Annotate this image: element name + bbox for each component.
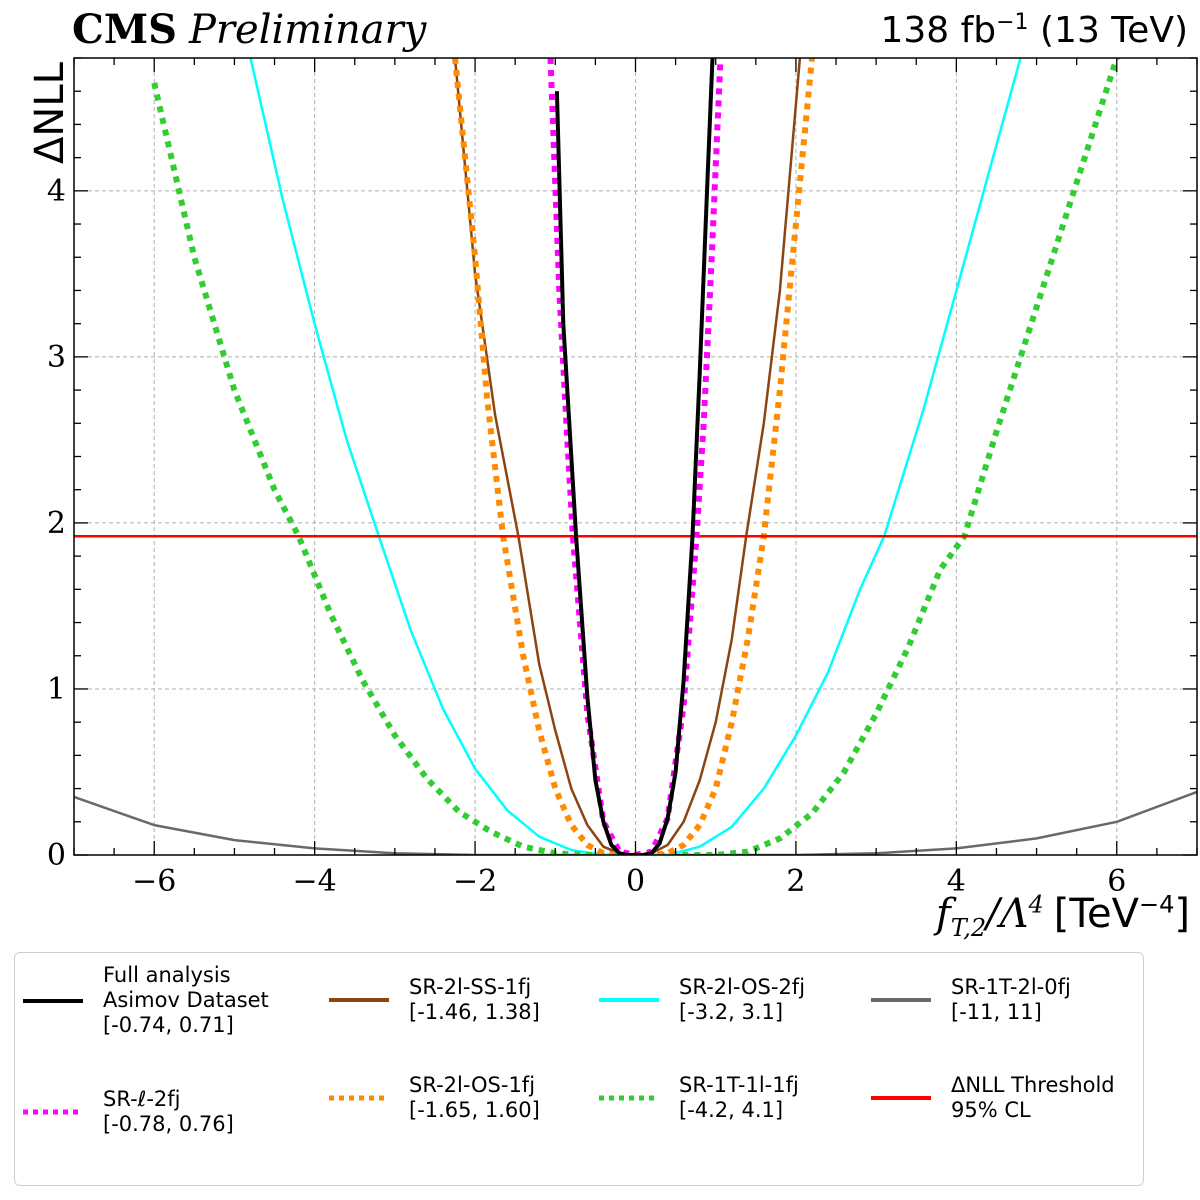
legend-swatch [871,998,931,1002]
y-axis-label: ΔNLL [27,62,73,164]
legend-label: SR-1T-2l-0fj [951,975,1071,999]
status-label: Preliminary [189,7,427,53]
legend-label: SR-ℓ-2fj [103,1087,181,1111]
lumi-label: 138 fb−1 (13 TeV) [880,10,1188,51]
legend-interval: [-4.2, 4.1] [679,1098,784,1122]
legend-item-full-analysis: Full analysis Asimov Dataset [-0.74, 0.71] [23,963,269,1038]
lumi-value: 138 fb [880,10,997,51]
x-tick-label: −6 [132,864,176,899]
legend-swatch [599,998,659,1002]
cms-label: CMS Preliminary [72,6,426,53]
legend-item-sr-l-2fj: SR-ℓ-2fj [-0.78, 0.76] [23,1087,234,1137]
legend-item-sr-1t-1l-1fj: SR-1T-1l-1fj [-4.2, 4.1] [599,1073,799,1123]
x-tick-label: 6 [1107,864,1126,899]
y-tick-label: 2 [47,506,66,541]
legend-item-sr-1t-2l-0fj: SR-1T-2l-0fj [-11, 11] [871,975,1071,1025]
legend-interval: [-11, 11] [951,1000,1042,1024]
x-label-mid: /Λ [986,891,1029,937]
lumi-exponent: −1 [996,10,1029,35]
legend-item-sr-2l-ss-1fj: SR-2l-SS-1fj [-1.46, 1.38] [329,975,540,1025]
x-label-unit: [TeV [1053,891,1139,937]
series-line-3 [452,58,815,855]
legend-swatch [599,1095,659,1101]
y-tick-label: 4 [47,174,66,209]
x-tick-label: 4 [947,864,966,899]
legend-interval: [-3.2, 3.1] [679,1000,784,1024]
series-line-5 [151,58,1120,855]
legend-item-sr-2l-os-2fj: SR-2l-OS-2fj [-3.2, 3.1] [599,975,805,1025]
y-tick-label: 1 [47,672,66,707]
x-label-sub: T,2 [950,914,987,942]
grid [74,58,1197,856]
series-line-2 [453,58,802,855]
x-label-symbol: f [935,891,951,937]
series-line-1 [547,58,724,855]
legend-label: SR-2l-OS-2fj [679,975,806,999]
x-tick-label: 0 [626,864,645,899]
legend-interval: [-1.65, 1.60] [409,1098,540,1122]
legend-item-threshold: ΔNLL Threshold 95% CL [871,1073,1115,1123]
x-label-unit-end: ] [1174,891,1190,937]
series-line-6 [74,790,1197,855]
legend-swatch [871,1096,931,1100]
tick-labels: −6 −4 −2 0 2 4 6 0 1 2 3 4 [47,174,1126,899]
legend-swatch [329,998,389,1002]
y-tick-label: 0 [47,838,66,873]
experiment-name: CMS [72,6,177,53]
x-tick-label: −4 [293,864,337,899]
legend-label-2: Asimov Dataset [103,988,269,1012]
legend-label: SR-1T-1l-1fj [679,1073,799,1097]
legend-label: ΔNLL Threshold [951,1073,1115,1097]
x-tick-label: 2 [786,864,805,899]
legend-label: SR-2l-OS-1fj [409,1073,536,1097]
y-tick-label: 3 [47,340,66,375]
series-line-0 [554,58,715,855]
x-tick-label: −2 [453,864,497,899]
legend-swatch [23,1109,83,1115]
legend-interval: [-0.74, 0.71] [103,1013,234,1037]
legend-label-2: 95% CL [951,1098,1031,1122]
legend-label: SR-2l-SS-1fj [409,975,532,999]
energy-label: (13 TeV) [1028,10,1188,51]
legend: Full analysis Asimov Dataset [-0.74, 0.71]… [14,952,1144,1186]
legend-interval: [-0.78, 0.76] [103,1112,234,1136]
x-label-unit-sup: −4 [1139,890,1175,919]
ticks [73,57,1198,856]
legend-swatch [329,1095,389,1101]
x-label-sup: 4 [1028,890,1044,919]
legend-interval: [-1.46, 1.38] [409,1000,540,1024]
legend-item-sr-2l-os-1fj: SR-2l-OS-1fj [-1.65, 1.60] [329,1073,540,1123]
curves [74,58,1197,855]
legend-swatch [23,998,83,1003]
legend-label: Full analysis [103,963,231,987]
x-axis-label: fT,2/Λ4 [TeV−4] [936,890,1190,942]
